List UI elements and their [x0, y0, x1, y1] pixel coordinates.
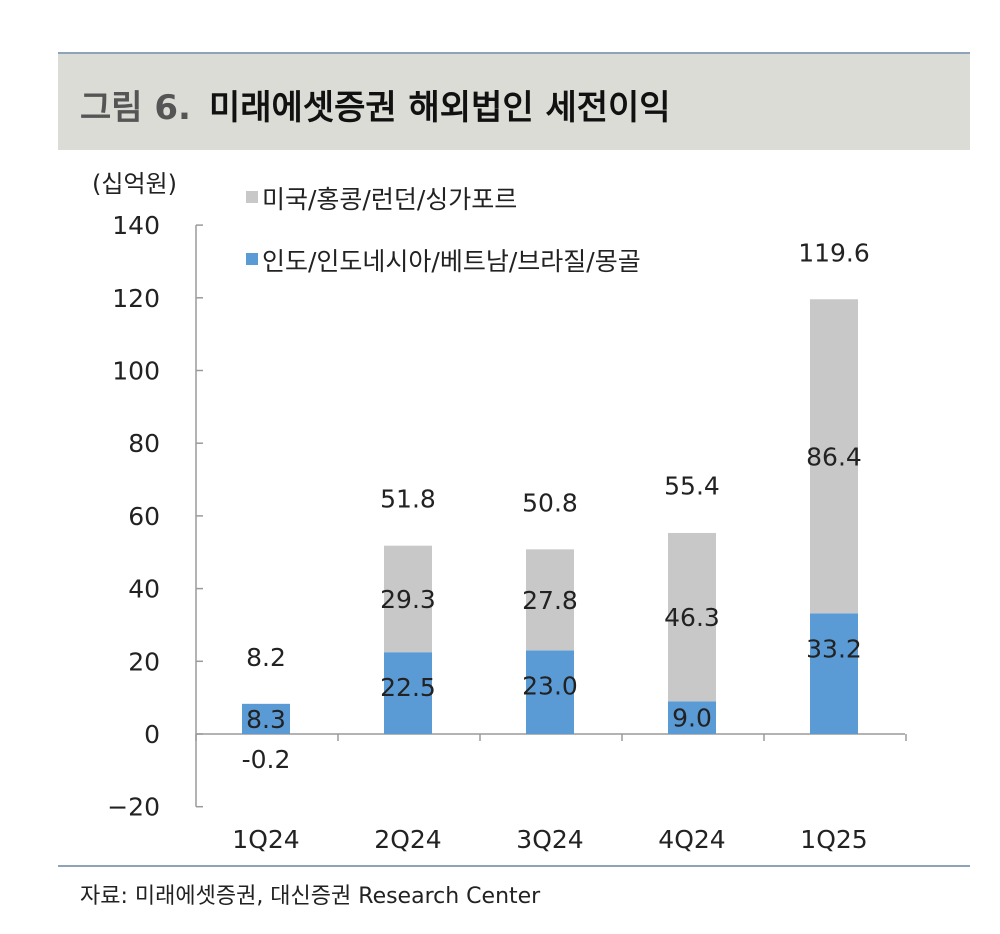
- legend-label: 미국/홍콩/런던/싱가포르: [262, 185, 517, 214]
- x-tick-label: 1Q24: [232, 825, 299, 854]
- y-tick-label: 140: [112, 211, 160, 240]
- data-label-total: 50.8: [522, 488, 578, 517]
- figure-title: 그림 6. 미래에셋증권 해외법인 세전이익: [80, 80, 671, 129]
- data-label-total: 51.8: [380, 485, 436, 514]
- legend-label: 인도/인도네시아/베트남/브라질/몽골: [262, 247, 641, 276]
- figure-label: 그림 6.: [80, 88, 191, 128]
- legend-swatch: [246, 253, 258, 265]
- data-label-upper: -0.2: [242, 745, 291, 774]
- data-label-lower: 33.2: [806, 634, 862, 663]
- data-label-lower: 23.0: [522, 671, 578, 700]
- data-label-lower: 8.3: [246, 705, 286, 734]
- data-label-upper: 29.3: [380, 585, 436, 614]
- unit-label: (십억원): [92, 170, 177, 198]
- y-tick-label: 40: [128, 575, 160, 604]
- data-label-upper: 46.3: [664, 603, 720, 632]
- source-note: 자료: 미래에셋증권, 대신증권 Research Center: [80, 884, 541, 909]
- bar-segment-upper: [668, 532, 716, 702]
- y-tick-label: 20: [128, 647, 160, 676]
- bar-segment-upper: [384, 545, 432, 653]
- data-label-total: 55.4: [664, 472, 720, 501]
- x-tick-label: 3Q24: [516, 825, 583, 854]
- legend-swatch: [246, 191, 258, 203]
- bar-segment-lower: [668, 701, 716, 734]
- data-label-upper: 27.8: [522, 586, 578, 615]
- top-rule: [58, 52, 970, 54]
- y-tick-label: 60: [128, 502, 160, 531]
- y-tick-label: −20: [107, 793, 160, 822]
- bar-segment-upper: [810, 299, 858, 614]
- data-label-total: 8.2: [246, 643, 286, 672]
- x-tick-label: 4Q24: [658, 825, 725, 854]
- bar-segment-upper: [526, 549, 574, 651]
- bar-segment-lower: [526, 650, 574, 734]
- bar-segment-lower: [810, 613, 858, 734]
- data-label-total: 119.6: [798, 238, 870, 267]
- y-tick-label: 80: [128, 429, 160, 458]
- x-tick-label: 1Q25: [800, 825, 867, 854]
- bar-segment-lower: [242, 703, 290, 734]
- data-label-upper: 86.4: [806, 442, 862, 471]
- y-tick-label: 120: [112, 284, 160, 313]
- y-tick-label: 0: [144, 720, 160, 749]
- x-tick-label: 2Q24: [374, 825, 441, 854]
- bar-segment-lower: [384, 652, 432, 734]
- chart-title: 미래에셋증권 해외법인 세전이익: [208, 88, 671, 128]
- y-tick-label: 100: [112, 357, 160, 386]
- data-label-lower: 22.5: [380, 673, 436, 702]
- source-rule: [58, 865, 970, 867]
- title-band: 그림 6. 미래에셋증권 해외법인 세전이익: [58, 54, 970, 150]
- data-label-lower: 9.0: [672, 704, 712, 733]
